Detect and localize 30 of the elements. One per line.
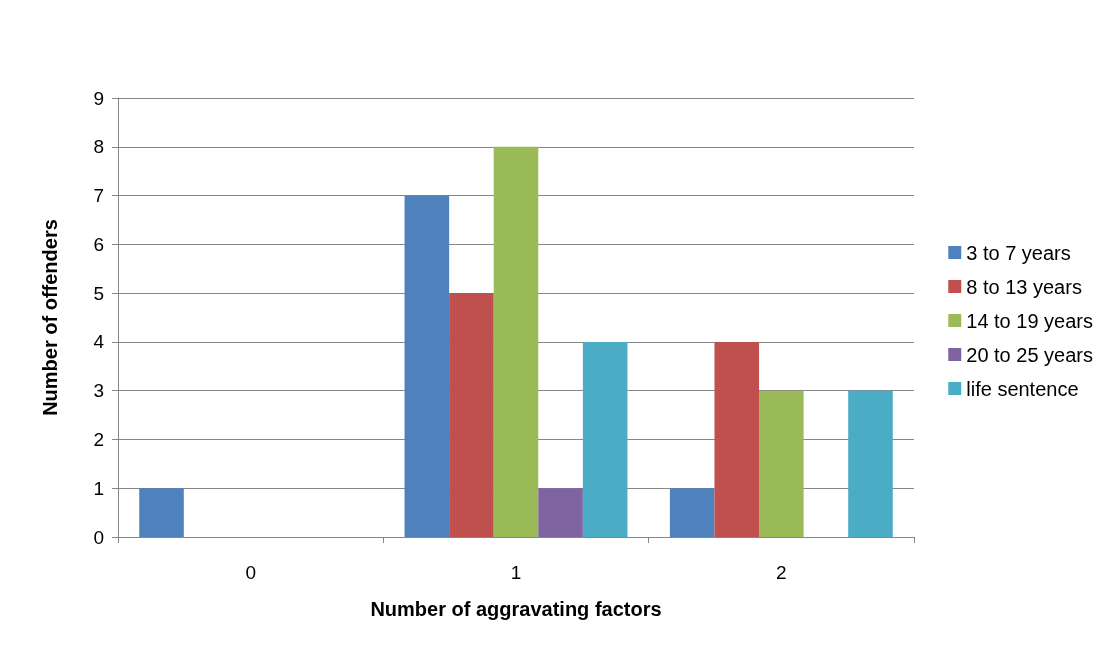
legend-label: 3 to 7 years: [966, 241, 1071, 264]
y-tick-label: 3: [93, 380, 104, 402]
legend-label: 20 to 25 years: [966, 343, 1093, 366]
legend-label: life sentence: [966, 377, 1079, 400]
y-tick-label: 8: [93, 136, 104, 158]
x-tick-label: 2: [776, 562, 787, 583]
bar: [669, 488, 715, 537]
bar: [759, 390, 804, 537]
bar: [848, 390, 893, 537]
x-tick-label: 0: [245, 562, 256, 583]
x-tick-label: 1: [510, 562, 522, 583]
x-axis-title: Number of aggravating factors: [370, 598, 662, 620]
legend-label: 14 to 19 years: [966, 309, 1093, 332]
bar: [139, 488, 184, 537]
legend-label: 8 to 13 years: [966, 275, 1082, 298]
bar: [538, 488, 583, 537]
bar: [404, 195, 450, 537]
y-tick-label: 1: [93, 477, 104, 499]
y-tick-label: 6: [93, 233, 104, 255]
bar: [714, 341, 760, 537]
y-tick-label: 7: [93, 185, 104, 207]
y-tick-label: 9: [93, 87, 104, 109]
y-tick-label: 4: [93, 331, 105, 353]
bar: [449, 293, 494, 537]
bar: [582, 341, 628, 537]
y-tick-label: 2: [93, 428, 104, 450]
y-tick-label: 0: [93, 526, 104, 548]
bar: [493, 146, 539, 537]
y-tick-label: 5: [93, 282, 104, 304]
y-axis-title: Number of offenders: [39, 219, 61, 416]
